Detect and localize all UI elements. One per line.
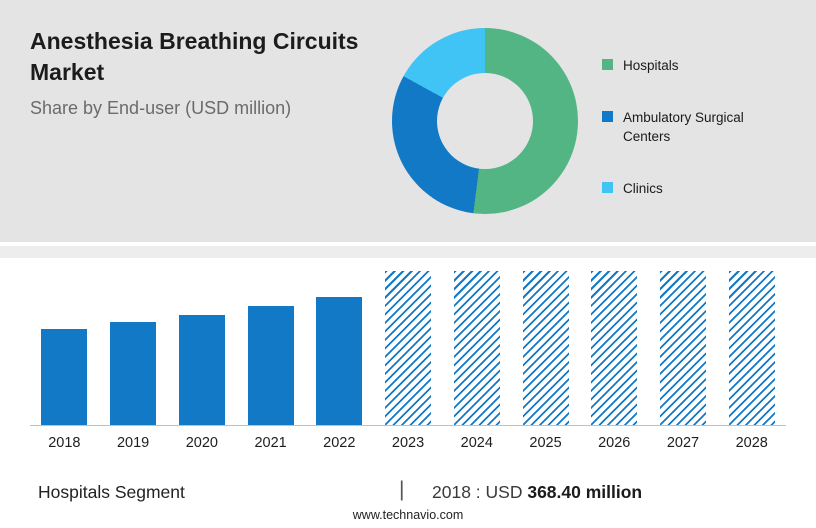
x-axis-label-2020: 2020 [185,435,218,451]
bar-column-2020 [167,315,236,425]
footer-separator: | [399,478,405,501]
legend-item-ambulatory-surgical-centers: Ambulatory Surgical Centers [602,108,787,147]
x-axis-label-2027: 2027 [666,435,700,451]
bar-column-2028 [717,271,786,425]
legend-swatch-hospitals [602,59,613,70]
legend-label-clinics: Clinics [623,180,663,196]
footer-value-bold: 368.40 million [527,482,643,502]
bar-column-2024 [442,271,511,425]
x-axis-label-2018: 2018 [48,435,81,451]
bar-2019 [110,322,157,425]
bar-forecast-2027 [659,271,706,425]
legend-item-hospitals: Hospitals [602,56,787,76]
x-axis-label-2028: 2028 [735,435,768,451]
bar-column-2018 [30,329,99,425]
bar-forecast-2028 [728,271,775,425]
bar-2021 [247,306,294,425]
top-panel: Anesthesia Breathing Circuits Market Sha… [0,0,816,242]
divider-band [0,246,816,258]
legend-label-hospitals: Hospitals [623,58,679,73]
legend-swatch-clinics [602,181,613,193]
bar-column-2021 [236,306,305,425]
page-subtitle: Share by End-user (USD million) [30,98,292,119]
bar-forecast-2023 [385,271,432,425]
footer: Hospitals Segment | 2018 : USD 368.40 mi… [0,478,816,508]
bar-2020 [178,315,225,425]
x-axis-label-2026: 2026 [598,435,631,451]
x-axis-label-2025: 2025 [529,435,562,451]
footer-value-line: 2018 : USD 368.40 million [432,482,642,503]
page-title: Anesthesia Breathing Circuits Market [30,28,359,86]
segment-label: Hospitals Segment [38,482,185,502]
legend-item-clinics: Clinics [602,179,787,199]
x-axis-label-2022: 2022 [323,435,356,451]
donut-hole [437,73,533,169]
x-axis-labels-row: 2018 2019 2020 2021 2022 2023 2024 2025 2026 2027… [30,426,786,451]
bar-forecast-2025 [522,271,569,425]
footer-year-prefix: 2018 : USD [432,482,523,502]
website-url: www.technavio.com [352,508,464,522]
bar-2018 [41,329,88,425]
bar-forecast-2026 [591,271,638,425]
bar-column-2027 [649,271,718,425]
x-axis-label-2019: 2019 [116,435,150,451]
bar-column-2025 [511,271,580,425]
x-axis-label-2023: 2023 [391,435,425,451]
x-axis-label-2021: 2021 [254,435,287,451]
bar-column-2023 [374,271,443,425]
legend-swatch-ambulatory-surgical-centers [602,110,613,122]
title-block: Anesthesia Breathing Circuits Market Sha… [30,26,375,119]
bar-column-2026 [580,271,649,425]
donut-legend: Hospitals Ambulatory Surgical Centers Cl… [602,56,787,198]
bar-chart: 2018 2019 2020 2021 2022 2023 2024 2025 2026 2027… [0,266,816,451]
bar-2022 [316,297,363,425]
legend-label-ambulatory-surgical-centers: Ambulatory Surgical Centers [623,109,744,145]
bar-column-2019 [99,322,168,425]
x-axis-label-2024: 2024 [460,435,493,451]
bar-column-2022 [305,297,374,425]
donut-chart [392,28,578,214]
bars-row [30,266,786,426]
bar-forecast-2024 [453,271,500,425]
